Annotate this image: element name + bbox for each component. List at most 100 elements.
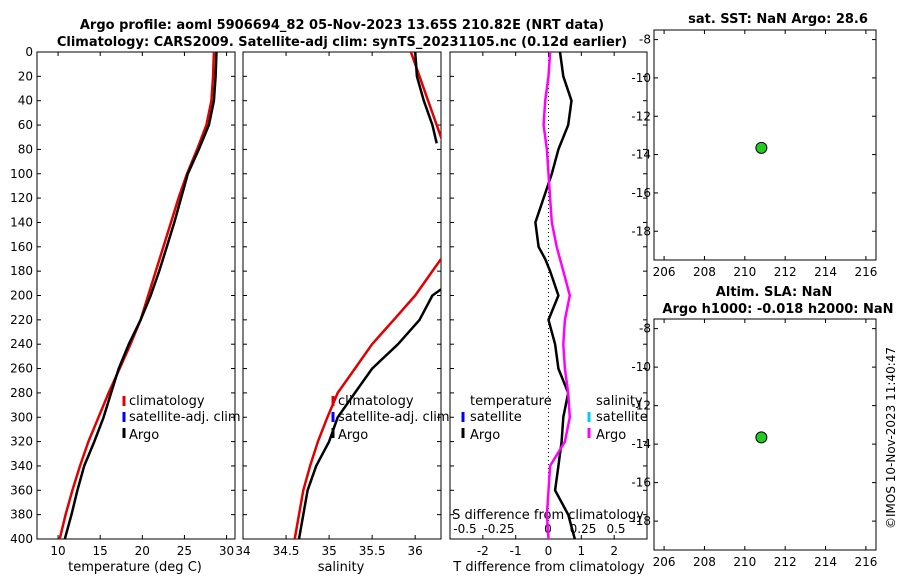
figure-title-line1: Argo profile: aoml 5906694_82 05-Nov-202… [80, 18, 604, 33]
y-tick-label: 100 [10, 167, 33, 181]
salinity-xlabel: salinity [318, 560, 365, 575]
sst-panel-title: sat. SST: NaN Argo: 28.6 [688, 12, 868, 27]
x-tick-label: 210 [733, 555, 756, 569]
top-x-tick-label: -0.25 [483, 522, 514, 536]
x-tick-label: 34.5 [273, 544, 300, 558]
x-tick-label: 214 [814, 265, 837, 279]
x-tick-label: 206 [653, 555, 676, 569]
legend-t-argo-label: Argo [470, 428, 500, 443]
y-tick-label: -16 [631, 186, 651, 200]
x-tick-label: 10 [50, 544, 65, 558]
y-tick-label: 220 [10, 313, 33, 327]
y-tick-label: 300 [10, 410, 33, 424]
y-tick-label: 0 [25, 45, 33, 59]
y-tick-label: 380 [10, 508, 33, 522]
x-tick-label: 2 [610, 544, 618, 558]
y-tick-label: 360 [10, 483, 33, 497]
y-tick-label: -12 [631, 399, 651, 413]
x-tick-label: 15 [93, 544, 108, 558]
y-tick-label: 140 [10, 215, 33, 229]
legend-s-satellite-label: satellite [596, 410, 648, 425]
float-position-marker [755, 141, 768, 154]
y-tick-label: 180 [10, 264, 33, 278]
series-argo [63, 52, 218, 539]
y-tick-label: 200 [10, 289, 33, 303]
legend-argo-label: Argo [338, 428, 368, 443]
y-tick-label: 20 [18, 69, 33, 83]
x-tick-label: 36 [408, 544, 423, 558]
temperature-legend: climatology satellite-adj. clim Argo [122, 394, 241, 443]
y-tick-label: -8 [639, 322, 651, 336]
salinity-legend: climatology satellite-adj. clim Argo [331, 394, 450, 443]
float-position-marker [755, 431, 768, 444]
x-tick-label: 214 [814, 555, 837, 569]
top-x-tick-label: 0.25 [570, 522, 597, 536]
x-tick-label: 25 [177, 544, 192, 558]
x-tick-label: -1 [510, 544, 522, 558]
legend-satellite-label: satellite-adj. clim [338, 410, 450, 425]
y-tick-label: -8 [639, 33, 651, 47]
y-tick-label: 400 [10, 532, 33, 546]
y-tick-label: -18 [631, 514, 651, 528]
x-tick-label: -2 [477, 544, 489, 558]
y-tick-label: 120 [10, 191, 33, 205]
y-tick-label: 160 [10, 240, 33, 254]
y-tick-label: -18 [631, 224, 651, 238]
sla-panel-title-line1: Altim. SLA: NaN [716, 285, 832, 300]
salinity-axes-frame [242, 51, 442, 540]
x-tick-label: 212 [774, 265, 797, 279]
sst_map-axes-frame [653, 29, 877, 261]
plot-layer: 0204060801001201401601802002202402602803… [10, 29, 877, 569]
sla_map-axes-frame [653, 318, 877, 551]
y-tick-label: 80 [18, 142, 33, 156]
legend-temperature-heading: temperature [470, 394, 552, 409]
top-x-tick-label: -0.5 [453, 522, 476, 536]
y-tick-label: 60 [18, 118, 33, 132]
legend-salinity-heading: salinity [596, 394, 643, 409]
y-tick-label: 340 [10, 459, 33, 473]
legend-t-satellite-label: satellite [470, 410, 522, 425]
x-tick-label: 212 [774, 555, 797, 569]
x-tick-label: 216 [854, 265, 877, 279]
y-tick-label: -16 [631, 476, 651, 490]
x-tick-label: 0 [545, 544, 553, 558]
figure-title-line2: Climatology: CARS2009. Satellite-adj cli… [57, 35, 627, 50]
x-tick-label: 35 [321, 544, 336, 558]
y-tick-label: -10 [631, 360, 651, 374]
x-tick-label: 35.5 [359, 544, 386, 558]
series-argo [297, 52, 441, 539]
x-tick-label: 1 [578, 544, 586, 558]
y-tick-label: 40 [18, 94, 33, 108]
timestamp: ©IMOS 10-Nov-2023 11:40:47 [884, 347, 898, 529]
x-tick-label: 206 [653, 265, 676, 279]
y-tick-label: -10 [631, 71, 651, 85]
legend-s-argo-label: Argo [596, 428, 626, 443]
y-tick-label: -12 [631, 109, 651, 123]
temperature-xlabel: temperature (deg C) [68, 560, 202, 575]
legend-climatology-label: climatology [129, 394, 205, 409]
y-tick-label: 320 [10, 435, 33, 449]
legend-satellite-label: satellite-adj. clim [129, 410, 241, 425]
x-tick-label: 208 [693, 555, 716, 569]
difference_from_climatology-axes-frame [449, 51, 648, 540]
y-tick-label: -14 [631, 437, 651, 451]
x-tick-label: 210 [733, 265, 756, 279]
y-tick-label: -14 [631, 148, 651, 162]
x-tick-label: 216 [854, 555, 877, 569]
x-tick-label: 20 [135, 544, 150, 558]
sla-panel-title-line2: Argo h1000: -0.018 h2000: NaN [662, 302, 893, 317]
difference-legend: temperature satellite Argo salinity sate… [461, 394, 648, 443]
y-tick-label: 280 [10, 386, 33, 400]
x-tick-label: 208 [693, 265, 716, 279]
series-temperature-argo [534, 52, 577, 539]
series-salinity-argo [542, 52, 572, 539]
x-tick-label: 30 [219, 544, 234, 558]
diff-xlabel: T difference from climatology [452, 560, 645, 575]
y-tick-label: 240 [10, 337, 33, 351]
x-tick-label: 34 [235, 544, 250, 558]
y-tick-label: 260 [10, 362, 33, 376]
legend-argo-label: Argo [129, 428, 159, 443]
top-x-tick-label: 0.5 [606, 522, 625, 536]
legend-climatology-label: climatology [338, 394, 414, 409]
